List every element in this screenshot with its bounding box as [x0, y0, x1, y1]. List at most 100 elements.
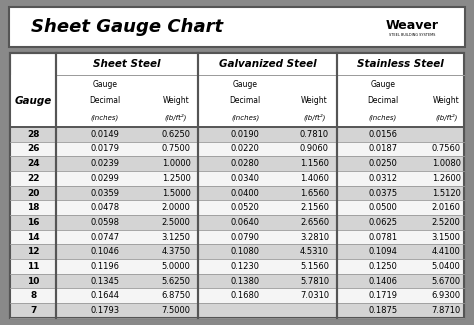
Text: 0.1406: 0.1406 — [368, 277, 397, 286]
FancyBboxPatch shape — [10, 230, 464, 244]
Text: 12: 12 — [27, 247, 39, 256]
Text: 5.6700: 5.6700 — [432, 277, 461, 286]
Text: 2.0160: 2.0160 — [432, 203, 461, 212]
Text: 0.0280: 0.0280 — [231, 159, 260, 168]
Text: (inches): (inches) — [91, 114, 119, 121]
Text: 1.5000: 1.5000 — [162, 188, 191, 198]
Text: Sheet Steel: Sheet Steel — [93, 59, 161, 69]
Text: 1.4060: 1.4060 — [300, 174, 329, 183]
Text: Gauge: Gauge — [15, 96, 52, 106]
Text: 0.0250: 0.0250 — [368, 159, 397, 168]
FancyBboxPatch shape — [10, 259, 464, 274]
Text: 7: 7 — [30, 306, 36, 315]
Text: 0.0781: 0.0781 — [368, 233, 397, 241]
Text: 4.4100: 4.4100 — [432, 247, 461, 256]
Text: (inches): (inches) — [369, 114, 397, 121]
Text: 0.7810: 0.7810 — [300, 130, 329, 139]
Text: 5.0400: 5.0400 — [432, 262, 461, 271]
Text: 0.9060: 0.9060 — [300, 144, 329, 153]
FancyBboxPatch shape — [337, 75, 464, 127]
Text: 0.0340: 0.0340 — [231, 174, 260, 183]
FancyBboxPatch shape — [10, 186, 464, 200]
Text: 4.5310: 4.5310 — [300, 247, 329, 256]
Text: 3.2810: 3.2810 — [300, 233, 329, 241]
FancyBboxPatch shape — [10, 75, 198, 127]
Text: 6.8750: 6.8750 — [162, 291, 191, 300]
Text: 0.0220: 0.0220 — [231, 144, 260, 153]
Text: 0.0790: 0.0790 — [231, 233, 260, 241]
Text: 1.6560: 1.6560 — [300, 188, 329, 198]
Text: 0.1719: 0.1719 — [368, 291, 397, 300]
Text: Galvanized Steel: Galvanized Steel — [219, 59, 316, 69]
FancyBboxPatch shape — [10, 171, 464, 186]
Text: 0.1094: 0.1094 — [368, 247, 397, 256]
Text: 11: 11 — [27, 262, 39, 271]
Text: 0.1875: 0.1875 — [368, 306, 397, 315]
Text: 0.0179: 0.0179 — [91, 144, 119, 153]
Text: 0.1380: 0.1380 — [231, 277, 260, 286]
Text: 0.0625: 0.0625 — [368, 218, 397, 227]
Text: 0.0149: 0.0149 — [91, 130, 119, 139]
Text: 4.3750: 4.3750 — [162, 247, 191, 256]
FancyBboxPatch shape — [10, 53, 464, 318]
Text: 0.0500: 0.0500 — [368, 203, 397, 212]
Text: 0.0400: 0.0400 — [231, 188, 260, 198]
Text: 18: 18 — [27, 203, 39, 212]
Text: 3.1500: 3.1500 — [432, 233, 461, 241]
Text: Stainless Steel: Stainless Steel — [356, 59, 444, 69]
Text: Decimal: Decimal — [367, 97, 398, 105]
Text: 7.0310: 7.0310 — [300, 291, 329, 300]
Text: 14: 14 — [27, 233, 39, 241]
Text: (lb/ft²): (lb/ft²) — [435, 114, 457, 121]
FancyBboxPatch shape — [9, 7, 465, 47]
Text: 0.0640: 0.0640 — [231, 218, 260, 227]
FancyBboxPatch shape — [10, 127, 464, 142]
Text: 5.1560: 5.1560 — [300, 262, 329, 271]
Text: 1.0080: 1.0080 — [432, 159, 461, 168]
Text: Gauge: Gauge — [233, 80, 258, 89]
Text: 1.2500: 1.2500 — [162, 174, 191, 183]
Text: 0.0375: 0.0375 — [368, 188, 397, 198]
Text: 0.0239: 0.0239 — [91, 159, 119, 168]
Text: Decimal: Decimal — [90, 97, 120, 105]
FancyBboxPatch shape — [10, 274, 464, 289]
Text: 3.1250: 3.1250 — [162, 233, 191, 241]
Text: Gauge: Gauge — [92, 80, 118, 89]
Text: 0.1250: 0.1250 — [368, 262, 397, 271]
Text: 26: 26 — [27, 144, 39, 153]
Text: STEEL BUILDING SYSTEMS: STEEL BUILDING SYSTEMS — [389, 33, 436, 37]
FancyBboxPatch shape — [10, 142, 464, 156]
Text: 10: 10 — [27, 277, 39, 286]
Text: 1.5120: 1.5120 — [432, 188, 461, 198]
Text: 0.1345: 0.1345 — [91, 277, 119, 286]
FancyBboxPatch shape — [337, 53, 464, 75]
Text: 2.1560: 2.1560 — [300, 203, 329, 212]
Text: 0.1644: 0.1644 — [91, 291, 119, 300]
FancyBboxPatch shape — [10, 289, 464, 303]
Text: 0.0478: 0.0478 — [91, 203, 119, 212]
Text: 8: 8 — [30, 291, 36, 300]
Text: 2.6560: 2.6560 — [300, 218, 329, 227]
Text: 7.5000: 7.5000 — [162, 306, 191, 315]
Text: Gauge: Gauge — [370, 80, 395, 89]
Text: 0.7560: 0.7560 — [432, 144, 461, 153]
Text: 2.0000: 2.0000 — [162, 203, 191, 212]
FancyBboxPatch shape — [10, 244, 464, 259]
Text: 0.1230: 0.1230 — [231, 262, 260, 271]
Text: 0.0190: 0.0190 — [231, 130, 260, 139]
Text: 22: 22 — [27, 174, 39, 183]
Text: Weaver: Weaver — [386, 19, 439, 32]
FancyBboxPatch shape — [10, 200, 464, 215]
Text: 6.9300: 6.9300 — [432, 291, 461, 300]
Text: 1.1560: 1.1560 — [300, 159, 329, 168]
Text: Weight: Weight — [433, 97, 460, 105]
Text: 0.1046: 0.1046 — [91, 247, 119, 256]
Text: 0.0520: 0.0520 — [231, 203, 260, 212]
Text: 0.6250: 0.6250 — [162, 130, 191, 139]
Text: 24: 24 — [27, 159, 39, 168]
Text: 5.7810: 5.7810 — [300, 277, 329, 286]
Text: 0.0359: 0.0359 — [91, 188, 119, 198]
Text: 0.1080: 0.1080 — [231, 247, 260, 256]
FancyBboxPatch shape — [10, 303, 464, 318]
Text: 0.0156: 0.0156 — [368, 130, 397, 139]
